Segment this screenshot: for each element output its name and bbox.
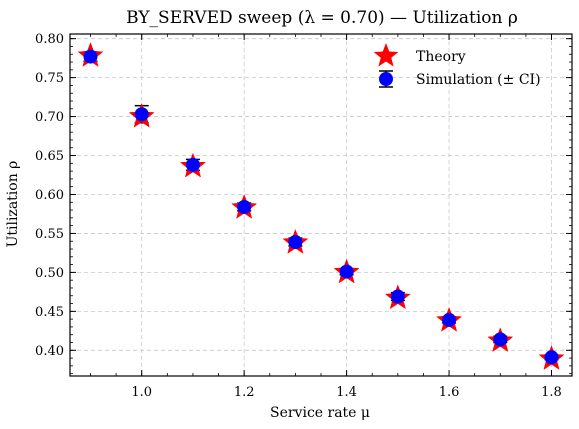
legend: Theory Simulation (± CI) — [373, 43, 541, 88]
y-tick-label: 0.80 — [35, 32, 64, 47]
y-tick-label: 0.75 — [35, 71, 64, 86]
legend-sim-label: Simulation (± CI) — [416, 72, 541, 88]
simulation-point — [237, 199, 252, 214]
y-tick-label: 0.50 — [35, 266, 64, 281]
y-ticks: 0.40 0.45 0.50 0.55 0.60 0.65 0.70 0.75 0.80 — [35, 32, 572, 375]
x-tick-label: 1.6 — [439, 385, 460, 400]
simulation-point — [185, 157, 200, 172]
simulation-point — [288, 235, 303, 250]
simulation-point — [134, 107, 149, 122]
theory-series — [77, 42, 565, 370]
x-axis-label: Service rate μ — [270, 405, 370, 421]
y-axis-label: Utilization ρ — [5, 161, 21, 248]
simulation-point — [544, 350, 559, 365]
y-tick-label: 0.55 — [35, 227, 64, 242]
y-tick-label: 0.45 — [35, 305, 64, 320]
simulation-point — [442, 312, 457, 327]
y-tick-label: 0.40 — [35, 344, 64, 359]
x-tick-label: 1.4 — [336, 385, 357, 400]
error-bars — [83, 51, 559, 361]
simulation-point — [339, 264, 354, 279]
x-ticks: 1.0 1.2 1.4 1.6 1.8 — [90, 34, 562, 400]
legend-theory-marker — [373, 43, 399, 67]
simulation-point — [83, 49, 98, 64]
y-tick-label: 0.70 — [35, 110, 64, 125]
simulation-point — [390, 289, 405, 304]
x-tick-label: 1.8 — [541, 385, 562, 400]
legend-sim-marker — [379, 72, 393, 86]
legend-theory-label: Theory — [416, 49, 466, 65]
x-tick-label: 1.0 — [131, 385, 152, 400]
simulation-point — [493, 332, 508, 347]
y-tick-label: 0.65 — [35, 149, 64, 164]
chart-title: BY_SERVED sweep (λ = 0.70) — Utilization… — [126, 8, 518, 28]
y-tick-label: 0.60 — [35, 188, 64, 203]
x-tick-label: 1.2 — [234, 385, 255, 400]
simulation-series — [83, 49, 559, 365]
